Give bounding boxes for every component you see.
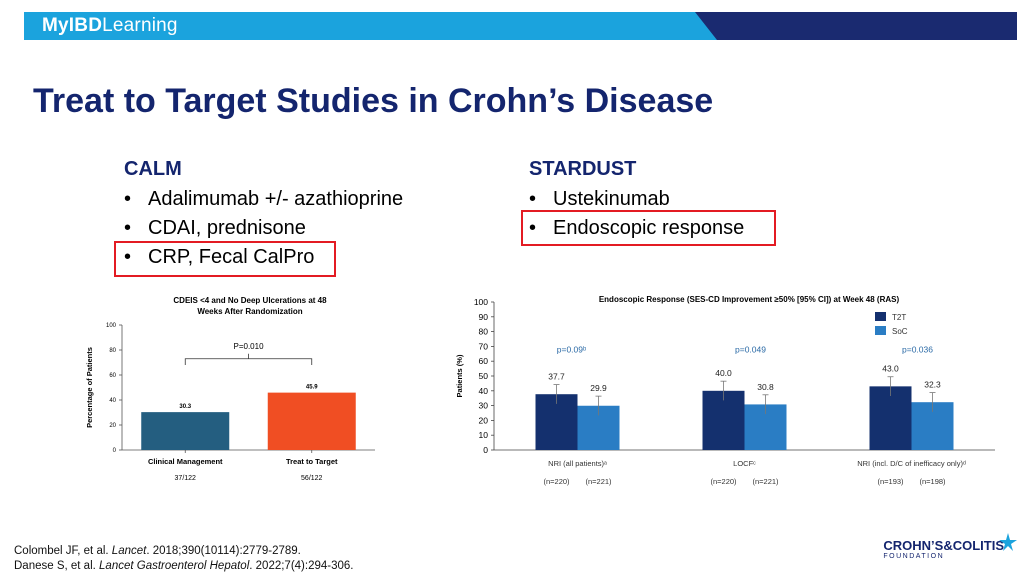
chart2-p-value: p=0.036: [902, 344, 933, 354]
chart1-bar: [267, 392, 356, 450]
crohns-colitis-logo: CROHN’S&COLITIS FOUNDATION: [883, 538, 1004, 560]
stardust-item-2: Endoscopic response: [553, 217, 745, 239]
chart1-title-line2: Weeks After Randomization: [197, 307, 302, 316]
chart2-y-tick-label: 50: [479, 371, 489, 381]
chart2-category-label: NRI (incl. D/C of inefficacy only)ᵈ: [857, 459, 966, 468]
calm-heading: CALM: [124, 158, 182, 180]
ref2-pre: Danese S, et al.: [14, 560, 100, 572]
ref1-journal: Lancet: [111, 545, 147, 557]
chart1-y-tick-label: 80: [109, 348, 116, 354]
chart2-value-label: 40.0: [715, 368, 732, 378]
chart1-y-tick-label: 40: [109, 398, 116, 404]
chart2-value-label: 32.3: [924, 380, 941, 390]
chart2-n-label: (n=221): [752, 477, 779, 486]
chart2-n-label: (n=198): [919, 477, 946, 486]
chart1-title: CDEIS <4 and No Deep Ulcerations at 48: [173, 296, 327, 305]
reference-colombel: Colombel JF, et al. Lancet. 2018;390(101…: [14, 545, 301, 557]
cc-logo-subtext: FOUNDATION: [883, 553, 945, 560]
chart2-n-label: (n=221): [585, 477, 612, 486]
logo-light-text: Learning: [102, 15, 178, 36]
calm-highlight-box: [114, 241, 336, 277]
chart2-y-tick-label: 0: [483, 445, 488, 455]
calm-item-3: CRP, Fecal CalPro: [148, 246, 315, 268]
chart2-category-label: NRI (all patients)ᵃ: [548, 459, 607, 468]
chart2-value-label: 37.7: [548, 372, 565, 382]
chart2-value-label: 29.9: [590, 383, 607, 393]
chart1-y-tick-label: 0: [113, 448, 117, 454]
chart2-y-tick-label: 80: [479, 327, 489, 337]
ref2-post: . 2022;7(4):294-306.: [249, 560, 354, 572]
header-notch: [695, 12, 717, 40]
slide-title: Treat to Target Studies in Crohn’s Disea…: [33, 82, 714, 120]
chart1-count-label: 37/122: [175, 475, 197, 482]
chart2-legend-label: SoC: [892, 327, 908, 336]
bullet-dot: •: [124, 246, 132, 268]
chart2-n-label: (n=220): [543, 477, 570, 486]
stardust-bar-chart: Endoscopic Response (SES-CD Improvement …: [455, 295, 995, 486]
chart2-n-label: (n=193): [877, 477, 904, 486]
stardust-item-1: Ustekinumab: [553, 188, 670, 210]
calm-item-2: CDAI, prednisone: [148, 217, 306, 239]
stardust-bullet-1: • Ustekinumab: [529, 185, 744, 214]
chart1-p-value: P=0.010: [233, 342, 264, 351]
chart2-legend-swatch: [875, 312, 886, 321]
chart2-title: Endoscopic Response (SES-CD Improvement …: [599, 295, 900, 304]
chart2-y-tick-label: 60: [479, 356, 489, 366]
chart2-bar-t2t: [702, 390, 745, 450]
reference-danese: Danese S, et al. Lancet Gastroenterol He…: [14, 560, 353, 572]
chart2-y-tick-label: 30: [479, 401, 489, 411]
chart1-y-tick-label: 20: [109, 423, 116, 429]
chart2-y-tick-label: 20: [479, 415, 489, 425]
chart2-value-label: 43.0: [882, 364, 899, 374]
calm-bullet-1: • Adalimumab +/- azathioprine: [124, 185, 403, 214]
cc-logo-text: CROHN’S&COLITIS: [883, 538, 1004, 553]
chart2-p-value: p=0.09ᵇ: [557, 344, 586, 354]
chart1-significance-bracket: [184, 353, 313, 365]
header-dark-block: [717, 12, 1017, 40]
chart1-value-label: 30.3: [179, 404, 191, 410]
stardust-bullet-2: • Endoscopic response: [529, 214, 744, 243]
chart2-bar-t2t: [869, 386, 912, 450]
calm-item-1: Adalimumab +/- azathioprine: [148, 188, 404, 210]
chart2-y-axis-label: Patients (%): [455, 354, 464, 397]
calm-bullet-3: • CRP, Fecal CalPro: [124, 243, 403, 272]
chart1-y-tick-label: 100: [106, 323, 117, 329]
chart1-category-label: Treat to Target: [286, 457, 338, 466]
chart2-y-tick-label: 70: [479, 341, 489, 351]
chart2-category-label: LOCFᶜ: [733, 459, 756, 468]
chart2-legend-swatch: [875, 326, 886, 335]
cc-star-icon: [999, 533, 1017, 551]
chart2-n-label: (n=220): [710, 477, 737, 486]
chart2-legend-label: T2T: [892, 313, 906, 322]
chart1-y-axis-label: Percentage of Patients: [85, 347, 94, 428]
chart2-y-tick-label: 90: [479, 312, 489, 322]
bullet-dot: •: [124, 188, 132, 210]
logo-bold-text: MyIBD: [42, 15, 103, 36]
chart2-y-tick-label: 40: [479, 386, 489, 396]
ref2-journal: Lancet Gastroenterol Hepatol: [99, 560, 250, 572]
chart1-bar: [141, 412, 230, 450]
stardust-highlight-box: [521, 210, 776, 246]
chart1-y-tick-label: 60: [109, 373, 116, 379]
chart2-y-tick-label: 100: [474, 297, 488, 307]
chart2-y-tick-label: 10: [479, 430, 489, 440]
stardust-heading: STARDUST: [529, 158, 637, 180]
myibd-logo: MyIBDLearning: [42, 15, 178, 37]
bullet-dot: •: [529, 188, 537, 210]
chart1-value-label: 45.9: [306, 385, 318, 391]
chart1-category-label: Clinical Management: [148, 457, 223, 466]
stardust-bullet-list: • Ustekinumab • Endoscopic response: [529, 185, 744, 243]
header-bar: MyIBDLearning: [24, 12, 1017, 40]
calm-bullet-list: • Adalimumab +/- azathioprine • CDAI, pred…: [124, 185, 403, 272]
calm-bar-chart: CDEIS <4 and No Deep Ulcerations at 48 We…: [85, 296, 375, 482]
chart2-value-label: 30.8: [757, 382, 774, 392]
calm-bullet-2: • CDAI, prednisone: [124, 214, 403, 243]
bullet-dot: •: [124, 217, 132, 239]
chart1-count-label: 56/122: [301, 475, 323, 482]
bullet-dot: •: [529, 217, 537, 239]
ref1-post: . 2018;390(10114):2779-2789.: [146, 545, 301, 557]
ref1-pre: Colombel JF, et al.: [14, 545, 112, 557]
chart2-p-value: p=0.049: [735, 344, 766, 354]
